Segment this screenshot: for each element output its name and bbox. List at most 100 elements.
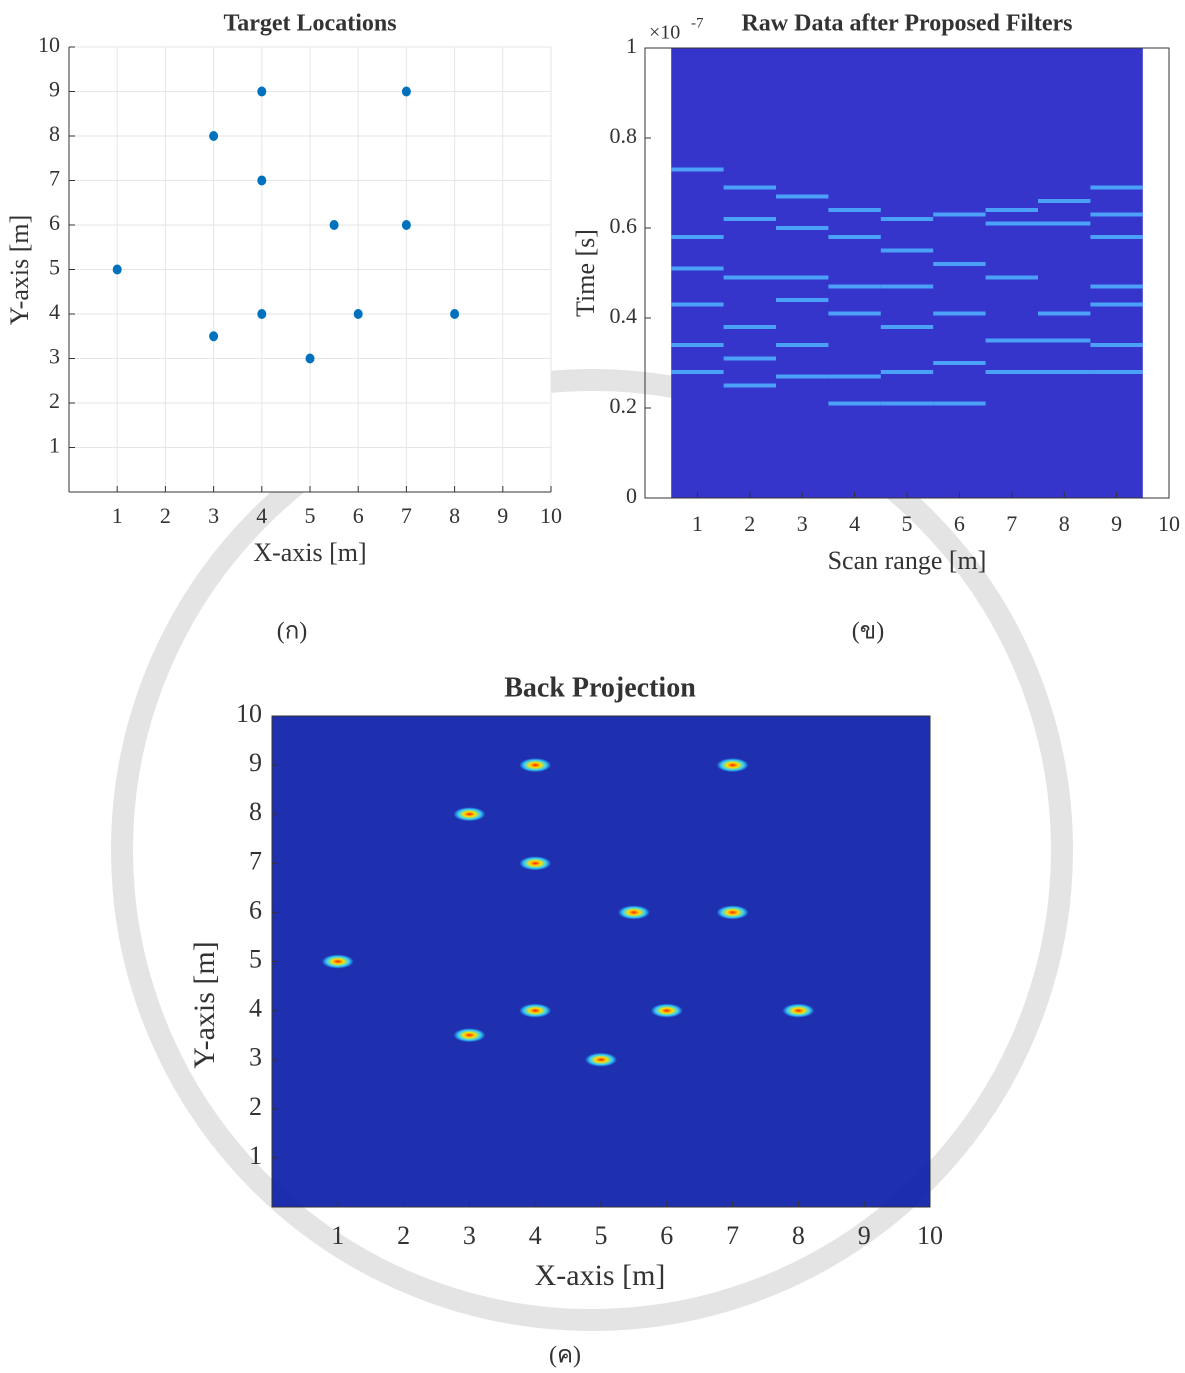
stripe <box>828 284 881 289</box>
image-background <box>671 48 1143 498</box>
stripe <box>985 338 1038 343</box>
x-tick-label: 8 <box>1059 511 1070 536</box>
stripe <box>985 275 1038 280</box>
peak <box>585 1052 617 1067</box>
caption: (ก) <box>277 619 308 645</box>
x-tick-label: 5 <box>305 503 316 528</box>
point <box>257 86 267 97</box>
stripe <box>880 370 934 374</box>
y-tick-label: 1 <box>626 33 637 58</box>
chart-title: Target Locations <box>223 11 396 37</box>
stripe <box>1038 338 1091 343</box>
stripe <box>776 298 829 302</box>
stripe <box>1090 370 1143 374</box>
y-tick-label: 9 <box>49 77 60 102</box>
stripe <box>933 212 986 217</box>
stripe <box>671 235 724 239</box>
y-tick-label: 7 <box>49 166 60 191</box>
x-tick-label: 8 <box>449 503 460 528</box>
chart-title: Raw Data after Proposed Filters <box>741 11 1072 37</box>
stripe <box>776 275 829 280</box>
x-tick-label: 1 <box>112 503 123 528</box>
y-tick-label: 10 <box>38 32 60 57</box>
stripe <box>985 370 1038 374</box>
y-tick-label: 5 <box>249 944 262 973</box>
x-tick-label: 7 <box>726 1221 739 1250</box>
y-tick-label: 9 <box>249 748 262 777</box>
peak <box>453 807 486 822</box>
x-axis-label: X-axis [m] <box>535 1259 666 1292</box>
peak <box>782 1003 815 1018</box>
chart-title: Back Projection <box>504 672 696 703</box>
watermark <box>111 369 1073 1331</box>
peak <box>716 758 749 773</box>
x-tick-label: 9 <box>497 503 508 528</box>
y-tick-label: 2 <box>49 388 60 413</box>
y-tick-label: 8 <box>249 797 262 826</box>
peak <box>321 954 354 969</box>
point <box>401 86 411 97</box>
stripe <box>723 383 776 388</box>
y-tick-label: 8 <box>49 121 60 146</box>
point <box>209 131 219 141</box>
stripe <box>776 343 829 347</box>
y-tick-label: 1 <box>49 433 60 458</box>
stripe <box>1090 302 1143 307</box>
x-tick-label: 1 <box>331 1221 344 1250</box>
stripe <box>985 221 1038 226</box>
x-tick-label: 10 <box>540 503 562 528</box>
x-tick-label: 2 <box>160 503 171 528</box>
stripe <box>933 311 986 316</box>
y-tick-label: 7 <box>249 846 262 875</box>
x-tick-label: 2 <box>397 1221 410 1250</box>
stripe <box>828 374 881 379</box>
peak <box>519 1003 552 1018</box>
y-tick-label: 3 <box>249 1043 262 1072</box>
y-tick-label: 1 <box>249 1141 262 1170</box>
x-tick-label: 9 <box>858 1221 871 1250</box>
caption: (ข) <box>852 619 884 645</box>
peak <box>716 905 749 920</box>
y-tick-label: 0.6 <box>610 213 638 238</box>
x-tick-label: 3 <box>797 511 808 536</box>
x-tick-label: 5 <box>595 1221 608 1250</box>
point <box>112 264 122 275</box>
stripe <box>671 370 724 374</box>
y-tick-label: 6 <box>49 210 60 235</box>
stripe <box>880 248 934 253</box>
peak <box>453 1028 486 1043</box>
peak <box>650 1003 683 1018</box>
stripe <box>933 262 986 266</box>
y-tick-label: 10 <box>236 699 262 728</box>
x-tick-label: 1 <box>692 511 703 536</box>
y-tick-label: 0.8 <box>610 123 638 148</box>
y-multiplier-base: ×10 <box>649 22 680 44</box>
x-tick-label: 5 <box>902 511 913 536</box>
stripe <box>1038 199 1091 203</box>
stripe <box>723 356 776 361</box>
x-tick-label: 6 <box>660 1221 673 1250</box>
stripe <box>723 325 776 329</box>
stripe <box>671 302 724 307</box>
stripe <box>828 235 881 239</box>
image-background <box>272 716 930 1207</box>
stripe <box>828 208 881 212</box>
point <box>257 309 267 319</box>
y-tick-label: 6 <box>249 895 262 924</box>
stripe <box>880 217 934 221</box>
peak <box>519 856 552 871</box>
stripe <box>1090 212 1143 217</box>
stripe <box>880 401 934 406</box>
stripe <box>933 361 986 365</box>
stripe <box>1038 370 1091 374</box>
x-tick-label: 4 <box>529 1221 542 1250</box>
stripe <box>1090 284 1143 289</box>
stripe <box>671 266 724 271</box>
caption: (ค) <box>549 1343 581 1369</box>
x-tick-label: 7 <box>401 503 412 528</box>
y-tick-label: 4 <box>249 994 262 1023</box>
x-axis-label: Scan range [m] <box>828 546 987 575</box>
y-tick-label: 4 <box>49 299 60 324</box>
stripe <box>776 226 829 230</box>
